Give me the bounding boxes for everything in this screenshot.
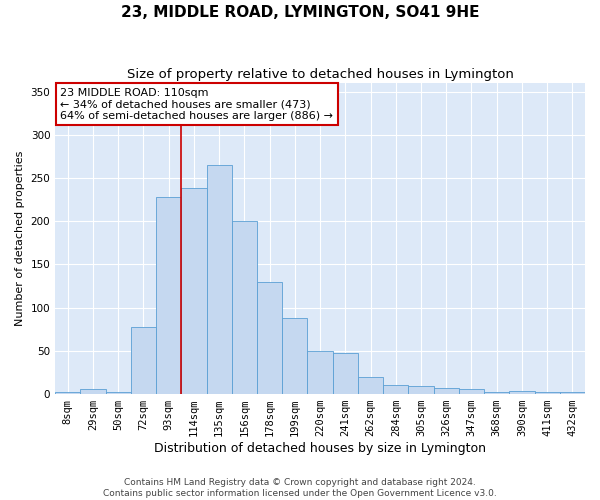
Text: 23, MIDDLE ROAD, LYMINGTON, SO41 9HE: 23, MIDDLE ROAD, LYMINGTON, SO41 9HE <box>121 5 479 20</box>
Text: Contains HM Land Registry data © Crown copyright and database right 2024.
Contai: Contains HM Land Registry data © Crown c… <box>103 478 497 498</box>
Bar <box>509 390 535 394</box>
Bar <box>156 197 181 394</box>
Bar <box>282 318 307 394</box>
X-axis label: Distribution of detached houses by size in Lymington: Distribution of detached houses by size … <box>154 442 486 455</box>
Bar <box>535 392 560 394</box>
Title: Size of property relative to detached houses in Lymington: Size of property relative to detached ho… <box>127 68 514 80</box>
Bar <box>232 222 257 394</box>
Bar <box>484 392 509 394</box>
Bar <box>409 386 434 394</box>
Y-axis label: Number of detached properties: Number of detached properties <box>15 151 25 326</box>
Bar <box>55 392 80 394</box>
Bar <box>459 389 484 394</box>
Bar <box>358 377 383 394</box>
Bar <box>383 384 409 394</box>
Bar <box>131 326 156 394</box>
Bar <box>181 188 206 394</box>
Bar <box>257 282 282 394</box>
Bar <box>332 354 358 394</box>
Bar <box>206 165 232 394</box>
Bar <box>106 392 131 394</box>
Bar <box>80 389 106 394</box>
Bar <box>307 351 332 394</box>
Bar <box>434 388 459 394</box>
Bar <box>560 392 585 394</box>
Text: 23 MIDDLE ROAD: 110sqm
← 34% of detached houses are smaller (473)
64% of semi-de: 23 MIDDLE ROAD: 110sqm ← 34% of detached… <box>61 88 334 121</box>
